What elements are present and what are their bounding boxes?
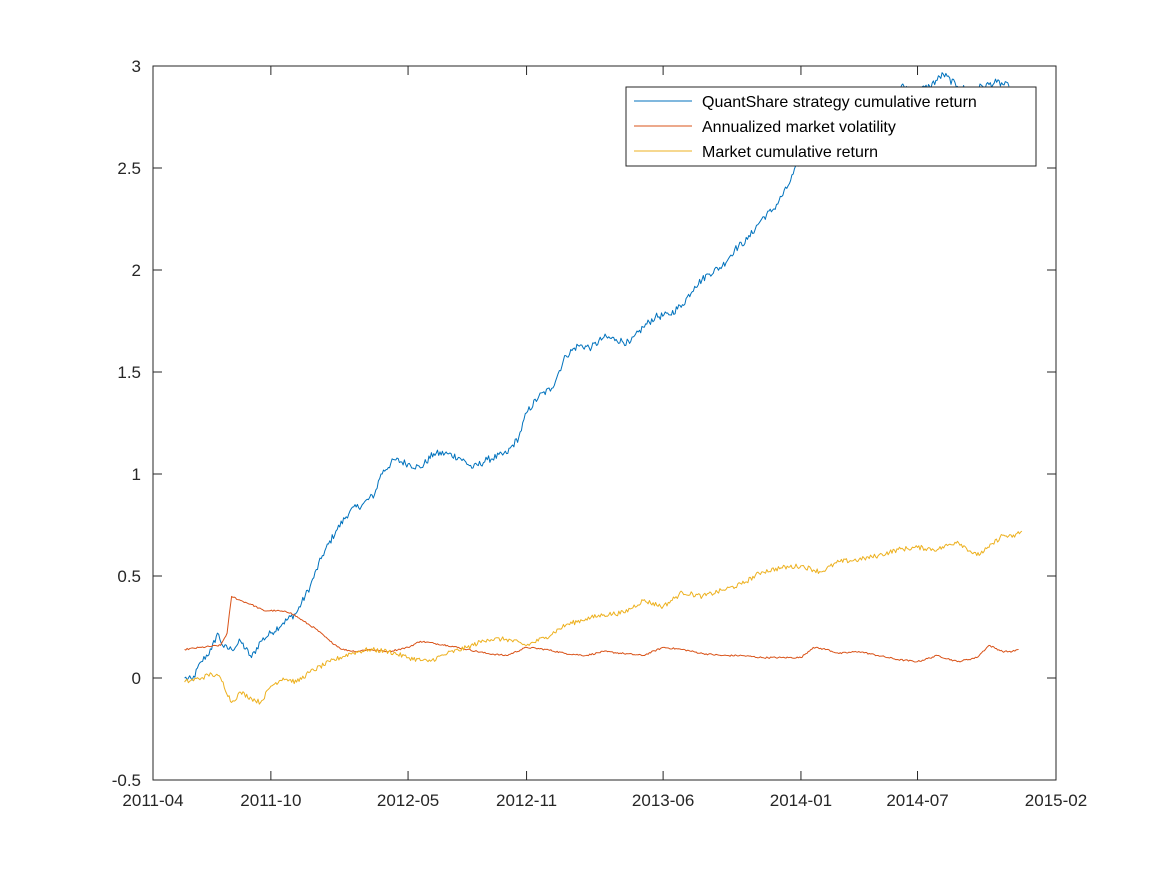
legend-box	[625, 86, 1037, 167]
y-tick-label: 1.5	[117, 363, 141, 382]
legend-label-2: Annualized market volatility	[702, 119, 896, 136]
x-tick-label: 2012-11	[496, 791, 557, 810]
y-tick-label: 1	[132, 465, 141, 484]
x-tick-label: 2015-02	[1025, 791, 1087, 810]
y-tick-label: -0.5	[112, 771, 141, 790]
y-tick-label: 2	[132, 261, 141, 280]
axes-box	[152, 65, 1057, 781]
y-tick-label: 3	[132, 57, 141, 76]
x-tick-label: 2014-07	[886, 791, 948, 810]
y-tick-label: 2.5	[117, 159, 141, 178]
y-tick-label: 0.5	[117, 567, 141, 586]
series-line-2	[184, 595, 1019, 663]
legend: QuantShare strategy cumulative return Ann…	[625, 86, 1037, 167]
x-tick-label: 2013-06	[632, 791, 694, 810]
axes-layer: 2011-04 2011-10 2012-05 2012-11 2013-06 2014-…	[112, 57, 1087, 810]
series-line-3	[184, 530, 1023, 705]
x-tick-label: 2011-04	[122, 791, 183, 810]
x-tick-label: 2012-05	[377, 791, 439, 810]
legend-label-1: QuantShare strategy cumulative return	[702, 94, 977, 111]
x-tick-label: 2014-01	[770, 791, 832, 810]
legend-label-3: Market cumulative return	[702, 144, 878, 161]
x-tick-label: 2011-10	[240, 791, 301, 810]
y-tick-label: 0	[132, 669, 141, 688]
plot-area	[153, 66, 1056, 780]
